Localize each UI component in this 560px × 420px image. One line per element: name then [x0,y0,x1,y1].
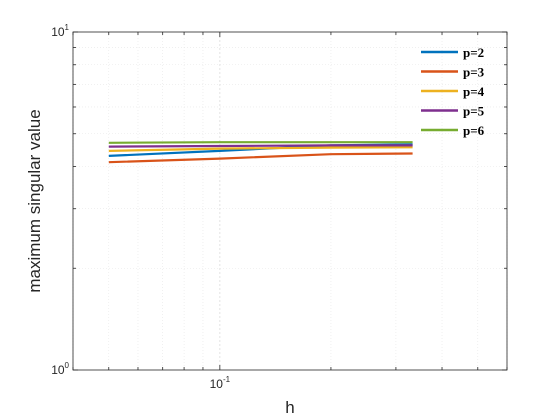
tick-label: 101 [51,23,69,39]
series-line-p=6 [108,141,413,144]
legend-label: p=5 [463,104,485,119]
legend-label: p=2 [463,45,484,60]
series-line-p=5 [108,144,413,148]
legend: p=2 p=3 p=4 p=5 p=6 [421,45,485,138]
legend-label: p=3 [463,65,485,80]
tick-label: 10-1 [210,375,231,391]
plot-area-frame [72,31,508,371]
grid [72,32,508,370]
tick-label: 100 [51,361,69,377]
y-axis-label: maximum singular value [25,109,44,292]
legend-label: p=4 [463,84,485,99]
tick-labels: 100 101 10-1 [51,23,230,391]
tick-marks [72,31,508,371]
series-line-p=3 [108,152,413,164]
legend-label: p=6 [463,123,485,138]
x-axis-label: h [285,398,294,417]
series-line-p=4 [108,146,413,152]
series-lines [108,141,413,164]
